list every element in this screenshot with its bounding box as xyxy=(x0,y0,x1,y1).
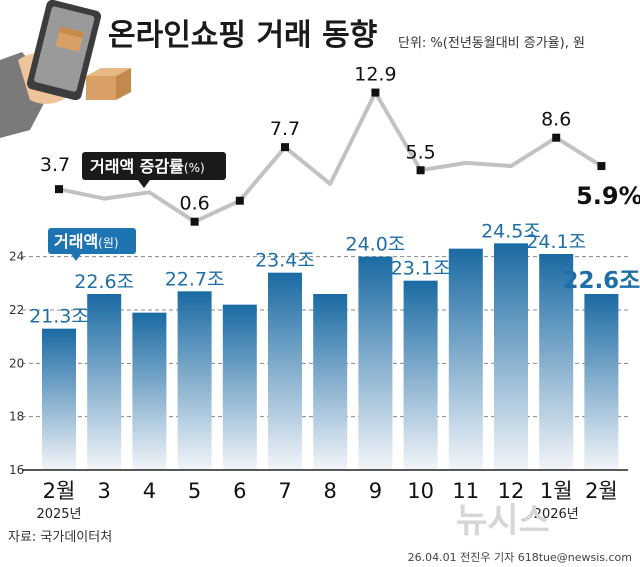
bar-tag-unit: (원) xyxy=(98,236,118,250)
y-tick-label: 16 xyxy=(9,463,24,477)
y-tick-label: 20 xyxy=(9,356,24,370)
bar xyxy=(584,294,619,470)
bar xyxy=(403,280,438,470)
y-tick-label: 24 xyxy=(9,250,24,264)
hand-phone-illustration xyxy=(0,0,131,138)
x-tick-label: 12 xyxy=(498,479,525,503)
line-marker xyxy=(371,88,380,97)
line-value-label: 7.7 xyxy=(270,118,300,140)
line-series-tag: 거래액 증감률(%) xyxy=(82,152,226,188)
line-marker xyxy=(597,162,606,171)
bar xyxy=(539,254,574,470)
x-tick-label: 8 xyxy=(324,479,337,503)
line-value-label: 5.5 xyxy=(405,141,435,163)
bar-value-label: 22.6조 xyxy=(74,271,134,293)
line-marker xyxy=(235,196,244,205)
bar xyxy=(268,272,302,470)
x-tick-label: 2월 xyxy=(43,479,76,503)
bar xyxy=(132,312,167,470)
x-tick-label: 4 xyxy=(143,479,156,503)
bar xyxy=(177,291,212,470)
bar-value-label: 23.1조 xyxy=(391,258,451,280)
line-series-tag-text: 거래액 증감률(%) xyxy=(90,157,205,176)
bar xyxy=(494,243,528,470)
bar-series xyxy=(42,243,619,470)
newsis-watermark: 뉴시스 xyxy=(456,501,550,541)
line-tag-unit: (%) xyxy=(184,161,205,175)
bar xyxy=(87,294,122,470)
credit-line: 26.04.01 전진우 기자 618tue@newsis.com xyxy=(408,551,632,564)
bar-series-tag: 거래액(원) xyxy=(48,228,136,261)
page-title: 온라인쇼핑 거래 동향 xyxy=(108,18,377,53)
bar-series-tag-text: 거래액(원) xyxy=(54,232,119,251)
line-series xyxy=(55,88,606,226)
x-tick-label: 10 xyxy=(407,479,434,503)
bar-value-label: 22.7조 xyxy=(165,268,225,290)
y-tick-label: 18 xyxy=(9,410,24,424)
bar-value-label: 24.0조 xyxy=(346,234,406,256)
bar xyxy=(42,328,76,470)
unit-note: 단위: %(전년동월대비 증가율), 원 xyxy=(398,36,585,51)
line-marker xyxy=(55,185,63,194)
line-data-labels: 3.7 0.6 7.7 12.9 5.5 8.6 5.9% xyxy=(40,64,640,215)
bar-value-label: 21.3조 xyxy=(29,306,89,328)
x-tick-label: 3 xyxy=(98,479,111,503)
bar-tag-main: 거래액 xyxy=(54,232,98,251)
bar xyxy=(448,248,483,470)
x-year-label: 2026년 xyxy=(534,507,579,522)
x-axis-labels: 2월 2025년 3 4 5 6 7 8 9 10 11 12 1월 2026년 2월 xyxy=(36,479,617,522)
line-tag-main: 거래액 증감률 xyxy=(90,157,184,176)
line-value-label: 12.9 xyxy=(354,64,396,86)
x-tick-label: 11 xyxy=(452,479,479,503)
x-tick-label: 2월 xyxy=(585,479,618,503)
x-tick-label: 9 xyxy=(369,479,382,503)
bar-value-label: 22.6조 xyxy=(562,268,640,294)
line-marker xyxy=(552,133,561,142)
x-tick-label: 1월 xyxy=(540,479,573,503)
x-tick-label: 5 xyxy=(188,479,201,503)
bar xyxy=(313,294,348,470)
line-value-label: 3.7 xyxy=(40,154,70,176)
x-year-label: 2025년 xyxy=(36,507,81,522)
y-tick-label: 22 xyxy=(9,303,24,317)
line-value-label: 0.6 xyxy=(179,193,209,215)
growth-rate-line xyxy=(58,90,603,224)
x-tick-label: 7 xyxy=(278,479,291,503)
bar-value-label: 23.4조 xyxy=(255,250,315,272)
bar-value-label: 24.5조 xyxy=(481,220,541,242)
line-value-label: 8.6 xyxy=(541,109,571,131)
y-axis-ticks: 16 18 20 22 24 xyxy=(9,250,24,477)
bar xyxy=(358,256,393,470)
line-marker xyxy=(190,217,199,226)
source-note: 자료: 국가데이터처 xyxy=(8,530,112,545)
line-marker xyxy=(281,143,289,152)
bar-value-label: 24.1조 xyxy=(526,231,586,253)
line-value-label: 5.9% xyxy=(576,182,640,210)
bar xyxy=(222,304,257,470)
x-tick-label: 6 xyxy=(233,479,246,503)
line-marker xyxy=(416,166,425,175)
